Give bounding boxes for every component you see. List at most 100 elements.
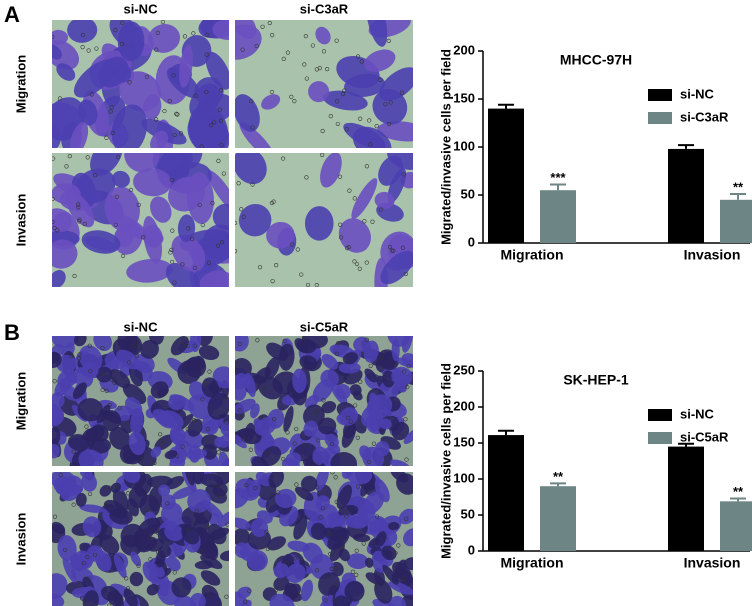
cell xyxy=(82,516,102,538)
cell xyxy=(219,550,229,562)
pore xyxy=(315,485,320,490)
pore xyxy=(270,492,275,497)
pore xyxy=(374,374,379,379)
cell xyxy=(77,398,104,422)
y-tick-label: 50 xyxy=(461,506,475,521)
cell xyxy=(138,517,161,536)
pore xyxy=(155,30,160,35)
legend-label: si-C3aR xyxy=(680,109,729,124)
pore xyxy=(127,360,132,365)
pore xyxy=(329,441,335,447)
error-bar xyxy=(498,103,514,109)
cell xyxy=(188,381,206,401)
cell xyxy=(380,250,413,285)
cell xyxy=(122,383,147,405)
cell xyxy=(90,153,123,176)
pore xyxy=(71,502,76,507)
cell xyxy=(171,234,206,272)
cell xyxy=(82,590,99,606)
cell xyxy=(352,390,363,401)
pore xyxy=(258,415,263,421)
y-tick-label: 200 xyxy=(453,398,475,413)
pore xyxy=(341,91,346,97)
pore xyxy=(216,450,221,455)
pore xyxy=(162,108,167,114)
micrograph-content xyxy=(52,20,229,148)
cell xyxy=(122,472,141,484)
cell xyxy=(152,153,193,180)
pore xyxy=(334,351,340,356)
pore xyxy=(174,111,179,117)
cell xyxy=(98,56,129,88)
cell xyxy=(207,170,229,214)
pore xyxy=(85,155,90,160)
pore xyxy=(141,235,146,240)
pore xyxy=(198,549,203,554)
cell xyxy=(374,579,393,604)
pore xyxy=(348,419,353,424)
cell xyxy=(332,595,350,606)
cell xyxy=(310,522,327,541)
pore xyxy=(270,33,275,38)
pore xyxy=(210,201,215,206)
pore xyxy=(335,99,340,104)
cell xyxy=(375,531,387,548)
chart-title: MHCC-97H xyxy=(560,52,632,68)
pore xyxy=(221,171,226,176)
cell xyxy=(238,203,272,237)
cell xyxy=(182,357,201,373)
pore xyxy=(67,154,72,159)
pore xyxy=(101,371,106,377)
cell xyxy=(181,524,200,545)
pore xyxy=(335,121,340,127)
pore xyxy=(79,596,85,601)
pore xyxy=(76,205,81,210)
cell xyxy=(369,392,380,413)
cell xyxy=(353,497,376,520)
cell xyxy=(109,508,133,525)
pore xyxy=(57,96,63,101)
cell xyxy=(278,343,295,371)
cell xyxy=(164,523,184,542)
significance: ** xyxy=(733,179,744,194)
pore xyxy=(317,66,322,71)
cell xyxy=(396,381,407,393)
bar xyxy=(540,190,576,243)
cell xyxy=(150,446,162,458)
cell xyxy=(133,168,172,197)
cell xyxy=(53,212,72,233)
cell xyxy=(284,582,299,600)
cell xyxy=(212,203,229,230)
pore xyxy=(72,273,77,279)
cell xyxy=(188,104,229,148)
pore xyxy=(285,430,290,435)
pore xyxy=(81,561,86,566)
pore xyxy=(337,174,343,179)
cell xyxy=(52,573,68,600)
pore xyxy=(224,420,229,425)
cell xyxy=(188,444,201,463)
cell xyxy=(235,336,249,352)
pore xyxy=(134,353,139,358)
cell xyxy=(320,153,342,188)
cell xyxy=(338,504,359,517)
micrograph xyxy=(235,153,413,287)
pore xyxy=(71,449,76,454)
micrograph-content xyxy=(52,336,229,466)
pore xyxy=(204,52,209,57)
pore xyxy=(128,187,134,193)
row-label: Invasion xyxy=(13,194,28,247)
pore xyxy=(260,24,265,29)
cell xyxy=(171,577,192,598)
pore xyxy=(165,501,170,506)
cell xyxy=(194,560,214,570)
pore xyxy=(284,560,289,565)
error-bar xyxy=(730,193,746,200)
cell xyxy=(318,572,341,597)
cell xyxy=(387,153,413,170)
cell xyxy=(258,376,284,400)
pore xyxy=(130,343,135,349)
pore xyxy=(304,76,309,81)
micrograph xyxy=(52,336,229,466)
pore xyxy=(194,508,199,514)
